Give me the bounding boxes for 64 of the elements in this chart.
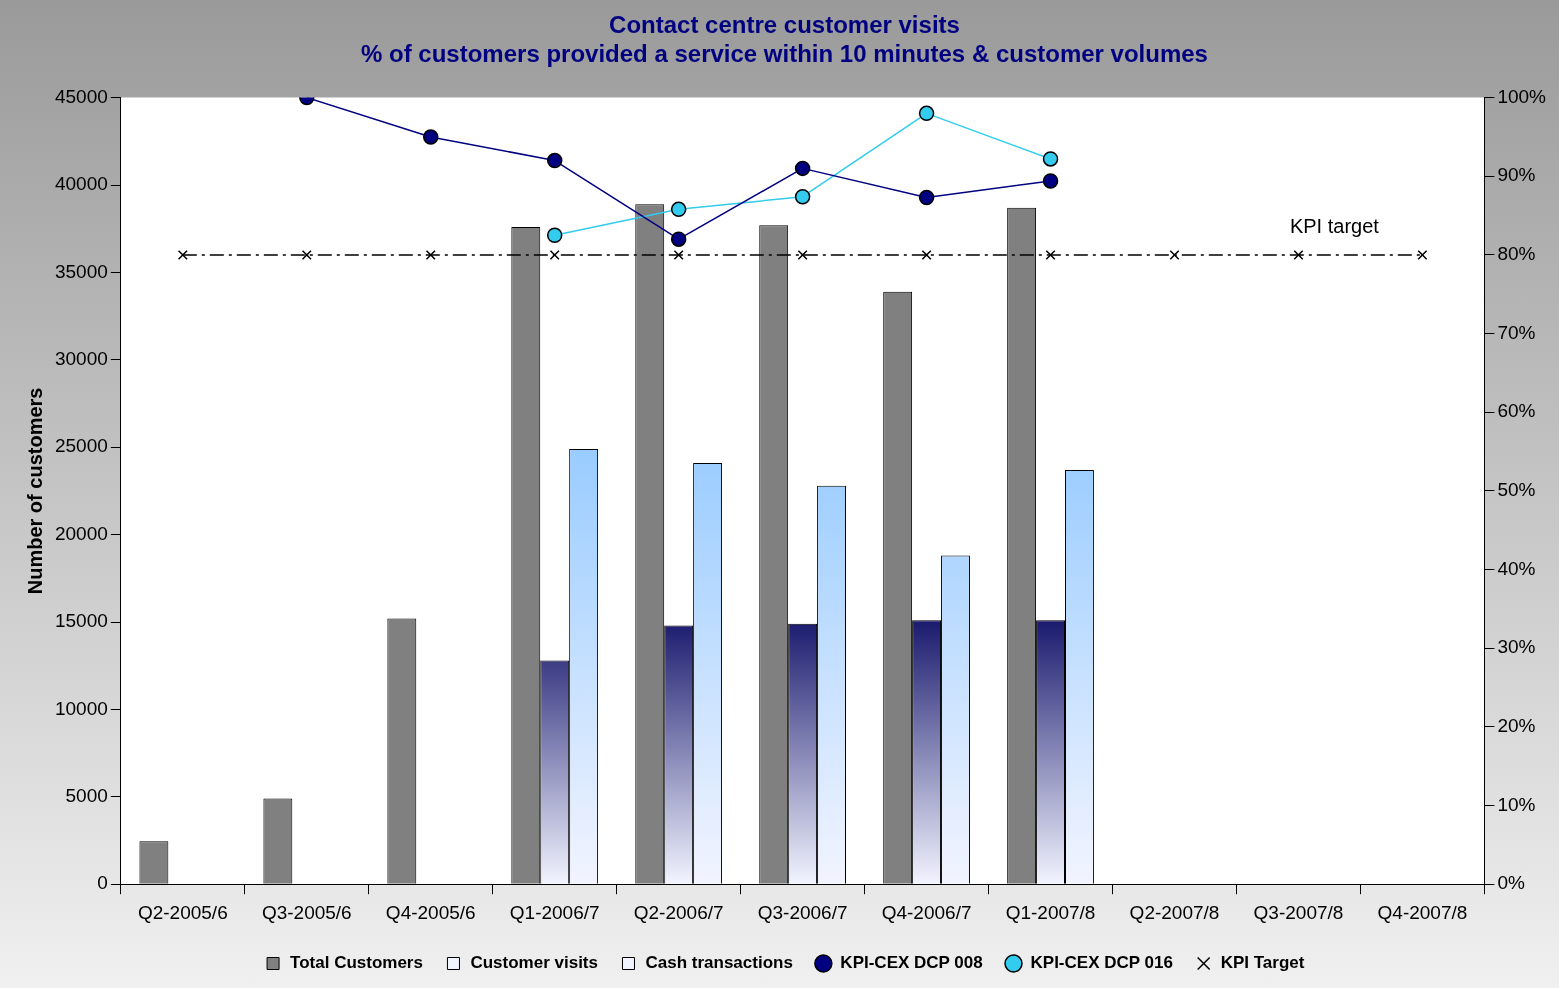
point <box>425 249 436 260</box>
point <box>549 249 560 260</box>
x-tick-label: Q2-2005/6 <box>137 901 228 923</box>
legend-label: Cash transactions <box>645 953 793 973</box>
point <box>797 249 808 260</box>
y2-tick-label: 50% <box>1497 479 1536 501</box>
y-tick-label: 35000 <box>54 260 108 282</box>
y2-tick-label: 60% <box>1497 400 1536 422</box>
point <box>794 160 811 177</box>
x-tick-label: Q1-2006/7 <box>509 901 600 923</box>
point <box>794 188 811 205</box>
y2-tick-label: 40% <box>1497 557 1536 579</box>
x-tick-label: Q3-2007/8 <box>1253 901 1344 923</box>
legend-label: Total Customers <box>290 953 423 973</box>
annotation: KPI target <box>1289 214 1380 237</box>
x-tick-label: Q4-2005/6 <box>385 901 476 923</box>
x-tick-label: Q2-2006/7 <box>633 901 724 923</box>
point <box>921 249 932 260</box>
y2-tick-label: 80% <box>1497 243 1536 265</box>
legend-label: KPI-CEX DCP 016 <box>1030 953 1173 973</box>
x-tick-label: Q3-2005/6 <box>261 901 352 923</box>
point <box>918 105 935 122</box>
point <box>670 231 687 247</box>
y-tick-label: 45000 <box>54 85 108 107</box>
y-axis-title: Number of customers <box>23 387 46 595</box>
y-tick-label: 30000 <box>54 348 108 370</box>
point <box>301 249 312 260</box>
y2-tick-label: 0% <box>1497 872 1525 894</box>
point <box>670 201 687 218</box>
chart-title: Contact centre customer visits <box>609 11 960 39</box>
x-tick-label: Q2-2007/8 <box>1129 901 1220 923</box>
legend-label: Customer visits <box>470 953 598 973</box>
point <box>546 152 563 169</box>
y-tick-label: 15000 <box>54 610 108 632</box>
point <box>673 249 684 260</box>
y2-tick-label: 90% <box>1497 164 1536 186</box>
y2-tick-label: 20% <box>1497 715 1536 737</box>
y-tick-label: 10000 <box>54 697 108 719</box>
x-tick-label: Q3-2006/7 <box>757 901 848 923</box>
point <box>177 249 188 260</box>
point <box>1042 151 1059 167</box>
point <box>422 129 439 145</box>
chart-subtitle: % of customers provided a service within 10 minutes & customer volumes <box>361 39 1208 67</box>
y2-tick-label: 10% <box>1497 793 1536 815</box>
y-tick-label: 40000 <box>54 173 108 195</box>
point <box>1042 173 1059 189</box>
y-tick-label: 0 <box>97 872 108 894</box>
x-tick-label: Q1-2007/8 <box>1005 901 1096 923</box>
x-tick-label: Q4-2006/7 <box>881 901 972 923</box>
y2-tick-label: 30% <box>1497 636 1536 658</box>
point <box>918 189 935 206</box>
y-tick-label: 20000 <box>54 522 108 544</box>
legend-label: KPI-CEX DCP 008 <box>840 953 983 973</box>
point <box>1045 249 1056 260</box>
legend-label: KPI Target <box>1220 953 1305 973</box>
y-tick-label: 25000 <box>54 435 108 457</box>
x-tick-label: Q4-2007/8 <box>1377 901 1468 923</box>
point <box>1169 249 1180 260</box>
point <box>546 227 563 244</box>
point <box>1417 249 1428 260</box>
y2-tick-label: 70% <box>1497 321 1536 343</box>
y-tick-label: 5000 <box>65 785 108 807</box>
y2-tick-label: 100% <box>1497 85 1547 107</box>
point <box>1293 249 1304 260</box>
